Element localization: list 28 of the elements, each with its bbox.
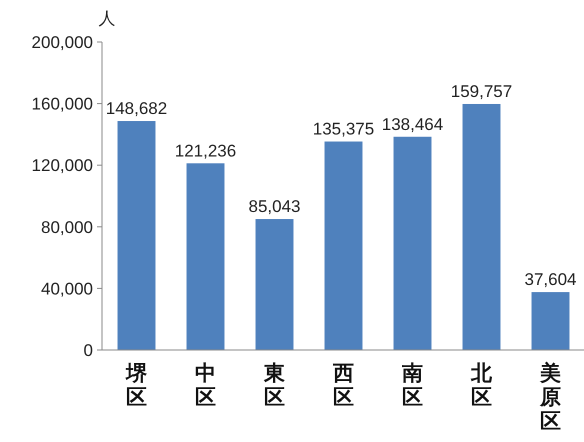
x-tick-label: 美原区 <box>539 361 561 433</box>
y-tick-label: 80,000 <box>41 218 93 237</box>
x-tick-label: 堺区 <box>125 362 148 409</box>
y-tick-label: 120,000 <box>32 156 93 176</box>
x-tick-label: 南区 <box>401 362 423 409</box>
x-tick-label: 西区 <box>332 362 354 409</box>
bar <box>532 292 570 350</box>
data-label: 37,604 <box>524 270 576 290</box>
y-tick-label: 160,000 <box>32 94 93 114</box>
y-axis-title: 人 <box>98 9 116 28</box>
bar <box>118 121 156 350</box>
data-label: 138,464 <box>382 114 444 134</box>
bar <box>256 219 294 350</box>
x-tick-label: 北区 <box>470 362 493 409</box>
y-tick-label: 0 <box>84 341 93 360</box>
bar <box>186 163 224 350</box>
x-tick-label: 中区 <box>195 362 216 409</box>
data-label: 148,682 <box>106 99 168 118</box>
data-label: 85,043 <box>248 197 300 216</box>
y-tick-label: 200,000 <box>32 33 93 52</box>
y-tick-label: 40,000 <box>41 279 93 298</box>
bar <box>394 136 432 350</box>
bar <box>462 104 500 350</box>
bar <box>324 142 362 350</box>
data-label: 121,236 <box>174 141 236 160</box>
data-label: 159,757 <box>450 82 512 101</box>
data-label: 135,375 <box>312 120 374 139</box>
x-tick-label: 東区 <box>263 362 285 409</box>
